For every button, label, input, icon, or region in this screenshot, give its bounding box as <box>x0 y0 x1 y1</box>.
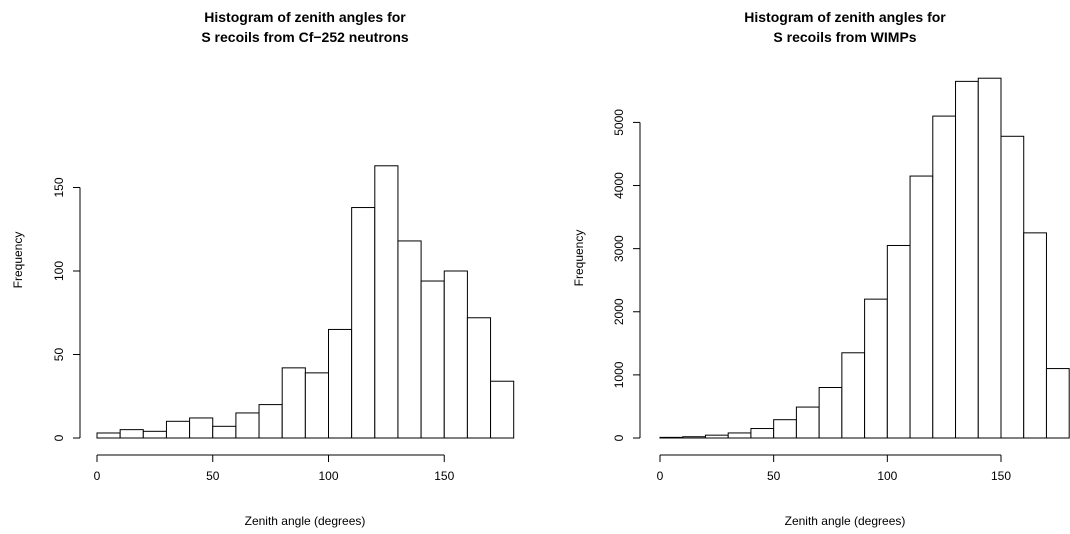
histogram-bar <box>1023 232 1047 439</box>
histogram-panel-1: Histogram of zenith angles for S recoils… <box>11 9 515 528</box>
x-tick-label: 50 <box>206 469 220 483</box>
histogram-bar <box>659 436 684 439</box>
histogram-bar <box>727 432 752 439</box>
histogram-bar <box>909 175 934 439</box>
histogram-bar <box>420 280 445 439</box>
histogram-bar <box>682 436 706 439</box>
y-tick-label: 0 <box>52 434 66 441</box>
x-tick-label: 50 <box>767 469 781 483</box>
histogram-bar <box>304 372 330 439</box>
x-tick-label: 100 <box>318 469 338 483</box>
x-axis: 0 50 100 150 <box>94 454 455 483</box>
histogram-bar <box>96 432 121 439</box>
histogram-bar <box>818 387 843 439</box>
y-axis: 0 50 100 150 <box>52 177 81 441</box>
histogram-panel-2: Histogram of zenith angles for S recoils… <box>572 9 1070 528</box>
x-tick-label: 150 <box>434 469 454 483</box>
histogram-bar <box>977 77 1002 439</box>
y-tick-label: 3000 <box>612 235 626 262</box>
chart-title-line-2: S recoils from Cf−252 neutrons <box>201 29 409 45</box>
x-tick-label: 150 <box>991 469 1011 483</box>
histogram-bar <box>886 244 911 439</box>
chart-title-line-2: S recoils from WIMPs <box>773 29 916 45</box>
y-axis: 0 1000 2000 3000 4000 5000 <box>612 109 641 441</box>
y-axis-label: Frequency <box>572 230 586 287</box>
x-axis-label: Zenith angle (degrees) <box>785 514 906 528</box>
y-tick-label: 100 <box>52 261 66 281</box>
x-tick-label: 0 <box>94 469 101 483</box>
y-tick-label: 2000 <box>612 298 626 325</box>
y-tick-label: 5000 <box>612 109 626 136</box>
histogram-bar <box>443 270 468 439</box>
histogram-bar <box>490 380 515 439</box>
y-tick-label: 0 <box>612 434 626 441</box>
x-axis: 0 50 100 150 <box>657 454 1011 483</box>
histogram-bar <box>1000 135 1025 439</box>
histogram-bar <box>189 417 214 439</box>
bars <box>96 165 515 439</box>
x-axis-label: Zenith angle (degrees) <box>245 514 366 528</box>
x-tick-label: 100 <box>877 469 897 483</box>
histogram-bar <box>351 207 376 439</box>
histogram-bar <box>704 434 729 439</box>
y-tick-label: 4000 <box>612 172 626 199</box>
histogram-bar <box>750 428 775 439</box>
histogram-bar <box>165 420 191 439</box>
histogram-bar <box>281 367 306 439</box>
histogram-bar <box>119 429 144 439</box>
histogram-bar <box>142 430 167 439</box>
bars <box>659 77 1070 439</box>
histogram-bar <box>1045 368 1070 439</box>
histogram-bar <box>795 406 820 439</box>
chart-title-line-1: Histogram of zenith angles for <box>744 9 946 25</box>
histogram-bar <box>258 404 283 439</box>
histogram-bar <box>932 115 957 439</box>
y-tick-label: 150 <box>52 177 66 197</box>
y-axis-label: Frequency <box>11 232 25 289</box>
histogram-bar <box>955 80 979 439</box>
y-tick-label: 50 <box>52 348 66 362</box>
histogram-bar <box>864 298 888 439</box>
chart-title-line-1: Histogram of zenith angles for <box>204 9 406 25</box>
histogram-bar <box>328 328 353 439</box>
histogram-bar <box>773 419 797 439</box>
histogram-bar <box>374 165 399 439</box>
histogram-bar <box>397 240 422 439</box>
x-tick-label: 0 <box>657 469 664 483</box>
y-tick-label: 1000 <box>612 361 626 388</box>
histogram-bar <box>841 352 866 439</box>
histogram-bar <box>466 317 492 439</box>
histogram-bar <box>212 425 237 439</box>
histogram-bar <box>235 412 260 439</box>
